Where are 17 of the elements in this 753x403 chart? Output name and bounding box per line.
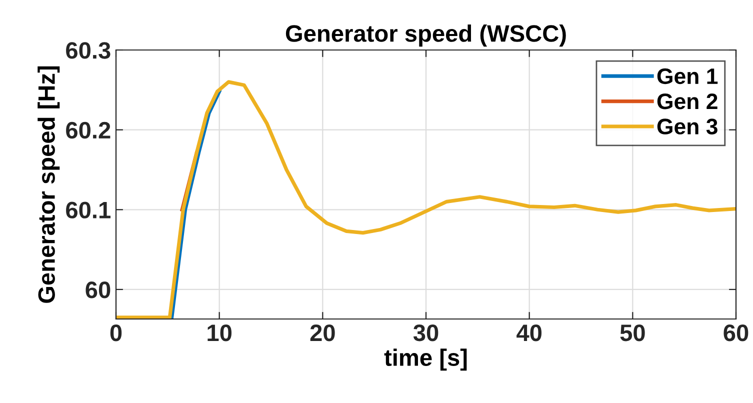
x-tick-label: 20 <box>310 324 335 342</box>
x-tick-label: 30 <box>413 324 438 342</box>
x-tick-label: 40 <box>516 324 542 342</box>
x-tick-label: 10 <box>208 324 232 342</box>
y-tick-label: 60 <box>86 282 110 298</box>
y-axis-title: Generator speed [Hz] <box>38 66 60 303</box>
x-tick-label: 0 <box>110 324 122 342</box>
y-tick-label: 60.1 <box>66 202 110 218</box>
y-tick-label: 60.2 <box>66 122 110 139</box>
y-tick-label: 60.3 <box>66 42 110 59</box>
legend-label: Gen 2 <box>657 94 718 110</box>
legend-label: Gen 1 <box>657 68 718 84</box>
x-tick-label: 60 <box>724 324 748 342</box>
x-tick-label: 50 <box>620 324 645 342</box>
x-axis-title: time [s] <box>384 348 467 371</box>
legend-label: Gen 3 <box>657 118 718 134</box>
chart-title: Generator speed (WSCC) <box>286 24 566 47</box>
